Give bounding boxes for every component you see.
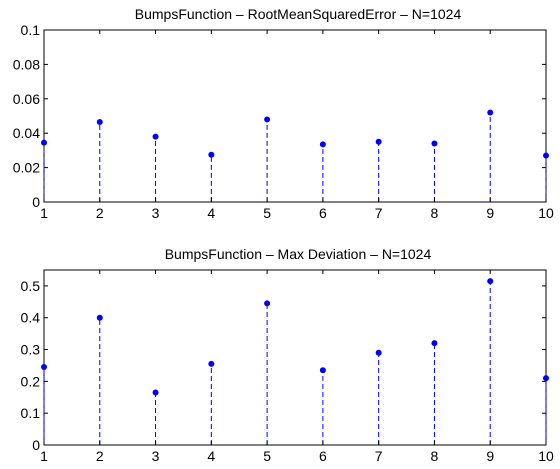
y-tick-label: 0.04 <box>13 125 40 141</box>
y-tick-label: 0.1 <box>21 405 41 421</box>
data-point <box>41 139 47 146</box>
data-point <box>487 109 494 116</box>
data-point <box>431 140 438 147</box>
data-point <box>319 367 326 374</box>
data-point <box>375 138 382 145</box>
x-tick-label: 4 <box>207 448 215 464</box>
y-tick-label: 0.08 <box>13 56 40 72</box>
y-tick-label: 0.1 <box>21 22 41 38</box>
data-point <box>543 152 549 159</box>
x-tick-label: 5 <box>263 205 271 221</box>
y-ticks: 0 0.02 0.04 0.06 0.08 0.1 <box>13 22 546 210</box>
x-ticks: 1 2 3 4 5 6 7 8 9 10 <box>40 30 554 221</box>
y-tick-label: 0.5 <box>21 278 41 294</box>
data-point <box>431 340 438 347</box>
y-ticks: 0 0.1 0.2 0.3 0.4 0.5 <box>21 278 546 453</box>
axes <box>43 269 547 446</box>
chart-title: BumpsFunction – Max Deviation – N=1024 <box>165 246 432 262</box>
x-tick-label: 6 <box>319 205 327 221</box>
rmse-chart: BumpsFunction – RootMeanSquaredError – N… <box>13 6 554 221</box>
plot-box <box>43 29 547 203</box>
data-point <box>208 151 215 158</box>
data-point <box>152 133 159 140</box>
y-tick-label: 0.4 <box>21 310 41 326</box>
y-tick-label: 0 <box>32 194 40 210</box>
stems <box>43 112 547 202</box>
stems <box>43 281 547 445</box>
y-tick-label: 0.2 <box>21 373 41 389</box>
x-tick-label: 1 <box>40 205 48 221</box>
data-point <box>208 360 215 367</box>
x-tick-label: 9 <box>486 205 494 221</box>
x-tick-label: 8 <box>431 205 439 221</box>
data-point <box>96 119 103 126</box>
markers <box>41 109 549 159</box>
y-tick-label: 0 <box>32 437 40 453</box>
x-tick-label: 6 <box>319 448 327 464</box>
y-tick-label: 0.02 <box>13 160 40 176</box>
data-point <box>96 314 103 321</box>
y-tick-label: 0.3 <box>21 342 41 358</box>
x-tick-label: 7 <box>375 448 383 464</box>
data-point <box>264 300 271 307</box>
data-point <box>487 278 494 285</box>
markers <box>41 278 549 396</box>
x-tick-label: 9 <box>486 448 494 464</box>
x-tick-label: 8 <box>431 448 439 464</box>
x-tick-label: 2 <box>96 205 104 221</box>
data-point <box>264 116 271 123</box>
max-deviation-chart: BumpsFunction – Max Deviation – N=1024 1… <box>21 246 554 464</box>
chart-title: BumpsFunction – RootMeanSquaredError – N… <box>135 6 462 22</box>
x-tick-label: 3 <box>152 205 160 221</box>
data-point <box>543 375 549 382</box>
y-tick-label: 0.06 <box>13 91 40 107</box>
x-tick-label: 10 <box>538 448 554 464</box>
data-point <box>375 349 382 356</box>
x-tick-label: 5 <box>263 448 271 464</box>
x-tick-label: 2 <box>96 448 104 464</box>
data-point <box>152 389 159 396</box>
axes <box>43 29 547 203</box>
data-point <box>41 364 47 371</box>
x-tick-label: 7 <box>375 205 383 221</box>
data-point <box>319 141 326 148</box>
x-ticks: 1 2 3 4 5 6 7 8 9 10 <box>40 270 554 464</box>
plot-box <box>43 269 547 446</box>
x-tick-label: 4 <box>207 205 215 221</box>
x-tick-label: 10 <box>538 205 554 221</box>
x-tick-label: 1 <box>40 448 48 464</box>
x-tick-label: 3 <box>152 448 160 464</box>
